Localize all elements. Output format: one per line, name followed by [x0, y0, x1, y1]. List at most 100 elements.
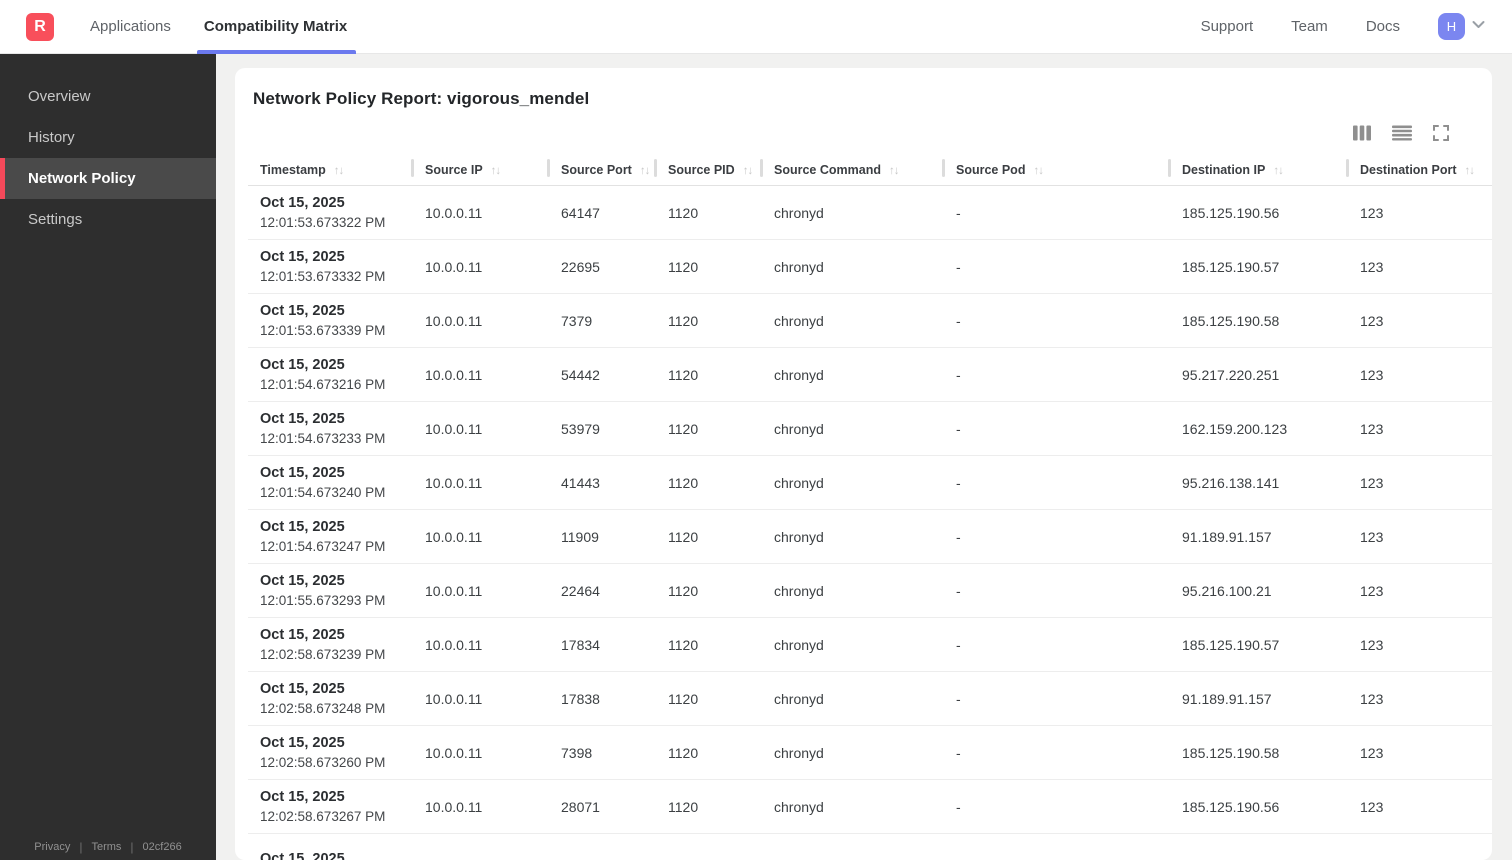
cell-destination_ip: 185.125.190.57 [1170, 239, 1348, 294]
sort-icon[interactable]: ↑↓ [1033, 165, 1043, 177]
app-logo[interactable]: R [26, 12, 54, 41]
cell-source_pid: 1120 [656, 185, 762, 240]
cell-source_port: 54442 [549, 347, 656, 402]
cell-source_pid: 1120 [656, 725, 762, 780]
column-header-destination_port[interactable]: Destination Port ↑↓ [1348, 158, 1492, 186]
cell-source_ip: 10.0.0.11 [413, 455, 549, 510]
table-header: Timestamp ↑↓ Source IP ↑↓ Source Port ↑↓ Sourc… [248, 158, 1492, 186]
column-header-source_port[interactable]: Source Port ↑↓ [549, 158, 657, 186]
terms-link[interactable]: Terms [91, 841, 122, 853]
column-label: Source Command [774, 163, 881, 177]
privacy-link[interactable]: Privacy [34, 841, 71, 853]
cell-source_port: 17838 [549, 671, 656, 726]
table-row: Oct 15, 2025 12:01:53.673339 PM 10.0.0.11 7… [248, 293, 1492, 348]
cell-destination_port: 123 [1348, 401, 1492, 456]
column-header-source_ip[interactable]: Source IP ↑↓ [413, 158, 550, 186]
cell-timestamp: Oct 15, 2025 12:01:53.673332 PM [248, 239, 413, 294]
column-header-timestamp[interactable]: Timestamp ↑↓ [248, 158, 414, 186]
cell-source_ip: 10.0.0.11 [413, 401, 549, 456]
timestamp-time: 12:01:54.673240 PM [260, 485, 386, 500]
column-header-source_pod[interactable]: Source Pod ↑↓ [944, 158, 1171, 186]
sidebar-item-network-policy[interactable]: Network Policy [0, 158, 216, 199]
cell-source_pid: 1120 [656, 401, 762, 456]
sort-icon[interactable]: ↑↓ [742, 165, 753, 177]
avatar[interactable]: H [1438, 13, 1465, 40]
cell-source_ip [413, 833, 549, 860]
nav-tab-compatibility-matrix[interactable]: Compatibility Matrix [196, 0, 357, 54]
cell-source_pid: 1120 [656, 617, 762, 672]
cell-timestamp: Oct 15, 2025 12:02:58.673267 PM [248, 779, 413, 834]
columns-icon[interactable] [1353, 125, 1371, 141]
cell-timestamp: Oct 15, 2025 12:02:58.673260 PM [248, 725, 413, 780]
column-header-source_pid[interactable]: Source PID ↑↓ [656, 158, 763, 186]
cell-destination_port: 123 [1348, 725, 1492, 780]
cell-source_pod: - [944, 563, 1170, 618]
timestamp-time: 12:02:58.673267 PM [260, 809, 386, 824]
sidebar-item-settings[interactable]: Settings [28, 211, 83, 228]
chevron-down-icon[interactable] [1470, 16, 1487, 37]
sidebar-item-overview[interactable]: Overview [28, 88, 91, 105]
cell-source_pod: - [944, 239, 1170, 294]
cell-timestamp: Oct 15, 2025 12:01:54.673233 PM [248, 401, 413, 456]
cell-source_command [762, 833, 944, 860]
footer-divider: | [130, 840, 134, 854]
column-label: Source Port [561, 163, 632, 177]
timestamp-time: 12:02:58.673248 PM [260, 701, 386, 716]
sort-icon[interactable]: ↑↓ [888, 165, 899, 177]
cell-source_pod: - [944, 293, 1170, 348]
sidebar-item-history[interactable]: History [28, 129, 75, 146]
sort-icon[interactable]: ↑↓ [490, 165, 501, 177]
timestamp-date: Oct 15, 2025 [260, 627, 345, 643]
timestamp-time: 12:02:58.673260 PM [260, 755, 386, 770]
cell-destination_ip: 185.125.190.57 [1170, 617, 1348, 672]
cell-source_pod [944, 833, 1170, 860]
cell-destination_port: 123 [1348, 185, 1492, 240]
timestamp-date: Oct 15, 2025 [260, 850, 345, 860]
cell-destination_ip: 95.216.138.141 [1170, 455, 1348, 510]
cell-timestamp: Oct 15, 2025 12:01:55.673293 PM [248, 563, 413, 618]
column-header-source_command[interactable]: Source Command ↑↓ [762, 158, 945, 186]
cell-source_pid: 1120 [656, 563, 762, 618]
cell-destination_ip: 162.159.200.123 [1170, 401, 1348, 456]
column-header-destination_ip[interactable]: Destination IP ↑↓ [1170, 158, 1349, 186]
cell-source_port [549, 833, 656, 860]
rows-icon[interactable] [1392, 125, 1412, 141]
cell-source_port: 53979 [549, 401, 656, 456]
sort-icon[interactable]: ↑↓ [1273, 165, 1283, 177]
nav-link-docs[interactable]: Docs [1365, 18, 1400, 35]
cell-timestamp: Oct 15, 2025 12:01:54.673216 PM [248, 347, 413, 402]
cell-source_port: 11909 [549, 509, 656, 564]
cell-source_pid: 1120 [656, 455, 762, 510]
navbar-right: Support Team Docs H [1201, 13, 1487, 40]
cell-source_command: chronyd [762, 455, 944, 510]
cell-source_pod: - [944, 455, 1170, 510]
cell-destination_port: 123 [1348, 239, 1492, 294]
cell-source_pid: 1120 [656, 779, 762, 834]
sort-icon[interactable]: ↑↓ [333, 165, 344, 177]
cell-destination_port: 123 [1348, 509, 1492, 564]
sort-icon[interactable]: ↑↓ [639, 165, 650, 177]
nav-tab-applications[interactable]: Applications [90, 18, 171, 35]
table-row: Oct 15, 2025 12:01:55.673293 PM 10.0.0.11 2… [248, 563, 1492, 618]
cell-source_pid: 1120 [656, 509, 762, 564]
timestamp-time: 12:01:54.673233 PM [260, 431, 386, 446]
column-label: Timestamp [260, 163, 326, 177]
cell-timestamp: Oct 15, 2025 12:01:53.673339 PM [248, 293, 413, 348]
cell-source_port: 41443 [549, 455, 656, 510]
cell-timestamp: Oct 15, 2025 12:01:54.673240 PM [248, 455, 413, 510]
sort-icon[interactable]: ↑↓ [1464, 165, 1475, 177]
top-navbar: R Applications Compatibility Matrix Supp… [0, 0, 1512, 54]
cell-destination_port: 123 [1348, 293, 1492, 348]
nav-link-team[interactable]: Team [1291, 18, 1328, 35]
user-menu[interactable]: H [1438, 13, 1487, 40]
fullscreen-icon[interactable] [1433, 124, 1449, 141]
cell-source_port: 7379 [549, 293, 656, 348]
page-title: Network Policy Report: vigorous_mendel [253, 89, 590, 108]
timestamp-time: 12:01:54.673247 PM [260, 539, 386, 554]
cell-source_pid: 1120 [656, 347, 762, 402]
table-row: Oct 15, 2025 12:01:54.673233 PM 10.0.0.11 5… [248, 401, 1492, 456]
timestamp-date: Oct 15, 2025 [260, 573, 345, 589]
nav-link-support[interactable]: Support [1200, 18, 1254, 35]
cell-destination_ip [1170, 833, 1348, 860]
cell-destination_port: 123 [1348, 617, 1492, 672]
